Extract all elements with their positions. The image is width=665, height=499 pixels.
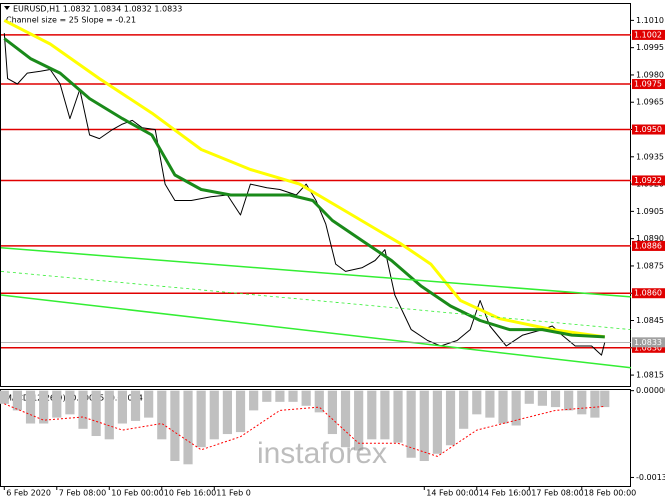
y-tick-label: 1.0980 [636,70,664,79]
x-tick-label: 7 Feb 08:00 [59,489,106,498]
y-tick-label: 1.0875 [636,261,664,270]
level-label-box [632,29,665,40]
macd-bar [340,390,351,448]
macd-bar [459,390,469,429]
price-line [3,33,606,356]
macd-bar [524,390,534,404]
macd-bar [91,390,101,437]
y-tick-label: 1.0815 [636,371,664,380]
indicator-line [0,247,632,298]
macd-bar [25,390,36,424]
signal-line [4,403,605,457]
y-tick-label: 1.0965 [636,98,664,107]
plot-layer: 1.1010 1.0995 1.0980 1.0965 1.0950 1.0935 1.09… [0,16,665,498]
macd-bar [406,390,416,458]
y-tick-label: 1.0935 [636,152,664,161]
macd-bar [537,390,547,406]
macd-bar [183,390,193,465]
x-tick-label: 17 Feb 08:00 [531,489,583,498]
macd-bar [327,390,337,435]
x-tick-label: 11 Feb 0 [216,489,251,498]
level-label: 1.0975 [634,80,662,89]
macd-bar [0,390,9,404]
level-label: 1.0886 [634,241,662,250]
macd-bar [157,390,167,440]
macd-bar [472,390,482,415]
x-tick-label: 14 Feb 00:00 [426,489,478,498]
y-tick-label: 1.0905 [636,207,664,216]
macd-bar [249,390,259,411]
macd-bar [590,390,600,418]
y-tick-label: -0.00132 [636,473,665,482]
chart-subtitle: Channel size = 25 Slope = -0.21 [6,16,136,25]
y-tick-label: 1.0995 [636,43,664,52]
level-label-box [632,288,665,299]
chart-title: EURUSD,H1 1.0832 1.0834 1.0832 1.0833 [13,5,182,14]
level-label: 1.1002 [634,30,662,39]
y-tick-label: 1.1010 [636,16,664,25]
level-label-box [632,79,665,90]
macd-bar [196,390,206,448]
y-tick-label: 1.0845 [636,316,664,325]
level-label: 1.0950 [634,125,662,134]
macd-bar [275,390,285,402]
macd-bar [117,390,127,424]
macd-bar [262,390,272,402]
macd-bar [170,390,180,462]
macd-bar [511,390,521,426]
macd-bar [550,390,561,408]
y-tick-label: 0.00000 [636,386,665,395]
level-label-box [632,124,665,135]
macd-bar [65,390,75,415]
indicator-line [0,294,632,369]
macd-bar [288,390,298,402]
level-label: 1.0830 [634,343,662,352]
macd-bar [445,390,456,446]
macd-bar [354,390,364,451]
last-price-label: 1.0833 [634,338,662,347]
x-tick-label: 10 Feb 00:00 [111,489,163,498]
macd-bar [301,390,311,406]
indicator-line [3,37,605,339]
level-label-box [632,175,665,186]
macd-bar [222,390,232,435]
level-label: 1.0860 [634,289,662,298]
level-label: 1.0922 [634,176,662,185]
x-tick-label: 10 Feb 16:00 [164,489,216,498]
level-label-box [632,240,665,251]
indicator-line [3,19,606,339]
macd-bar [209,390,219,440]
macd-bar [393,390,403,443]
macd-bar [419,390,429,462]
macd-bar [564,390,574,411]
x-tick-label: 14 Feb 16:00 [479,489,531,498]
macd-bar [577,390,587,415]
menu-icon [4,6,10,10]
x-tick-label: 18 Feb 00:00 [584,489,636,498]
macd-bar [39,390,49,424]
macd-bar [78,390,88,429]
macd-bar [130,390,141,421]
macd-bar [485,390,495,418]
macd-frame [0,389,631,487]
level-label-box [632,342,665,353]
main-frame [0,3,631,387]
macd-bar [367,390,377,440]
macd-bar [314,390,324,413]
macd-bar [380,390,390,440]
macd-bar [235,390,246,433]
last-price-box [632,337,665,348]
macd-bar [144,390,154,418]
macd-bar [432,390,442,454]
x-tick-label: 6 Feb 2020 [6,489,51,498]
watermark: instaforex [257,437,387,470]
macd-bar [52,390,62,418]
macd-bar [498,390,508,424]
macd-bar [12,390,22,411]
macd-bar [600,390,610,408]
y-tick-label: 1.0890 [636,234,664,243]
macd-bar [104,390,114,440]
